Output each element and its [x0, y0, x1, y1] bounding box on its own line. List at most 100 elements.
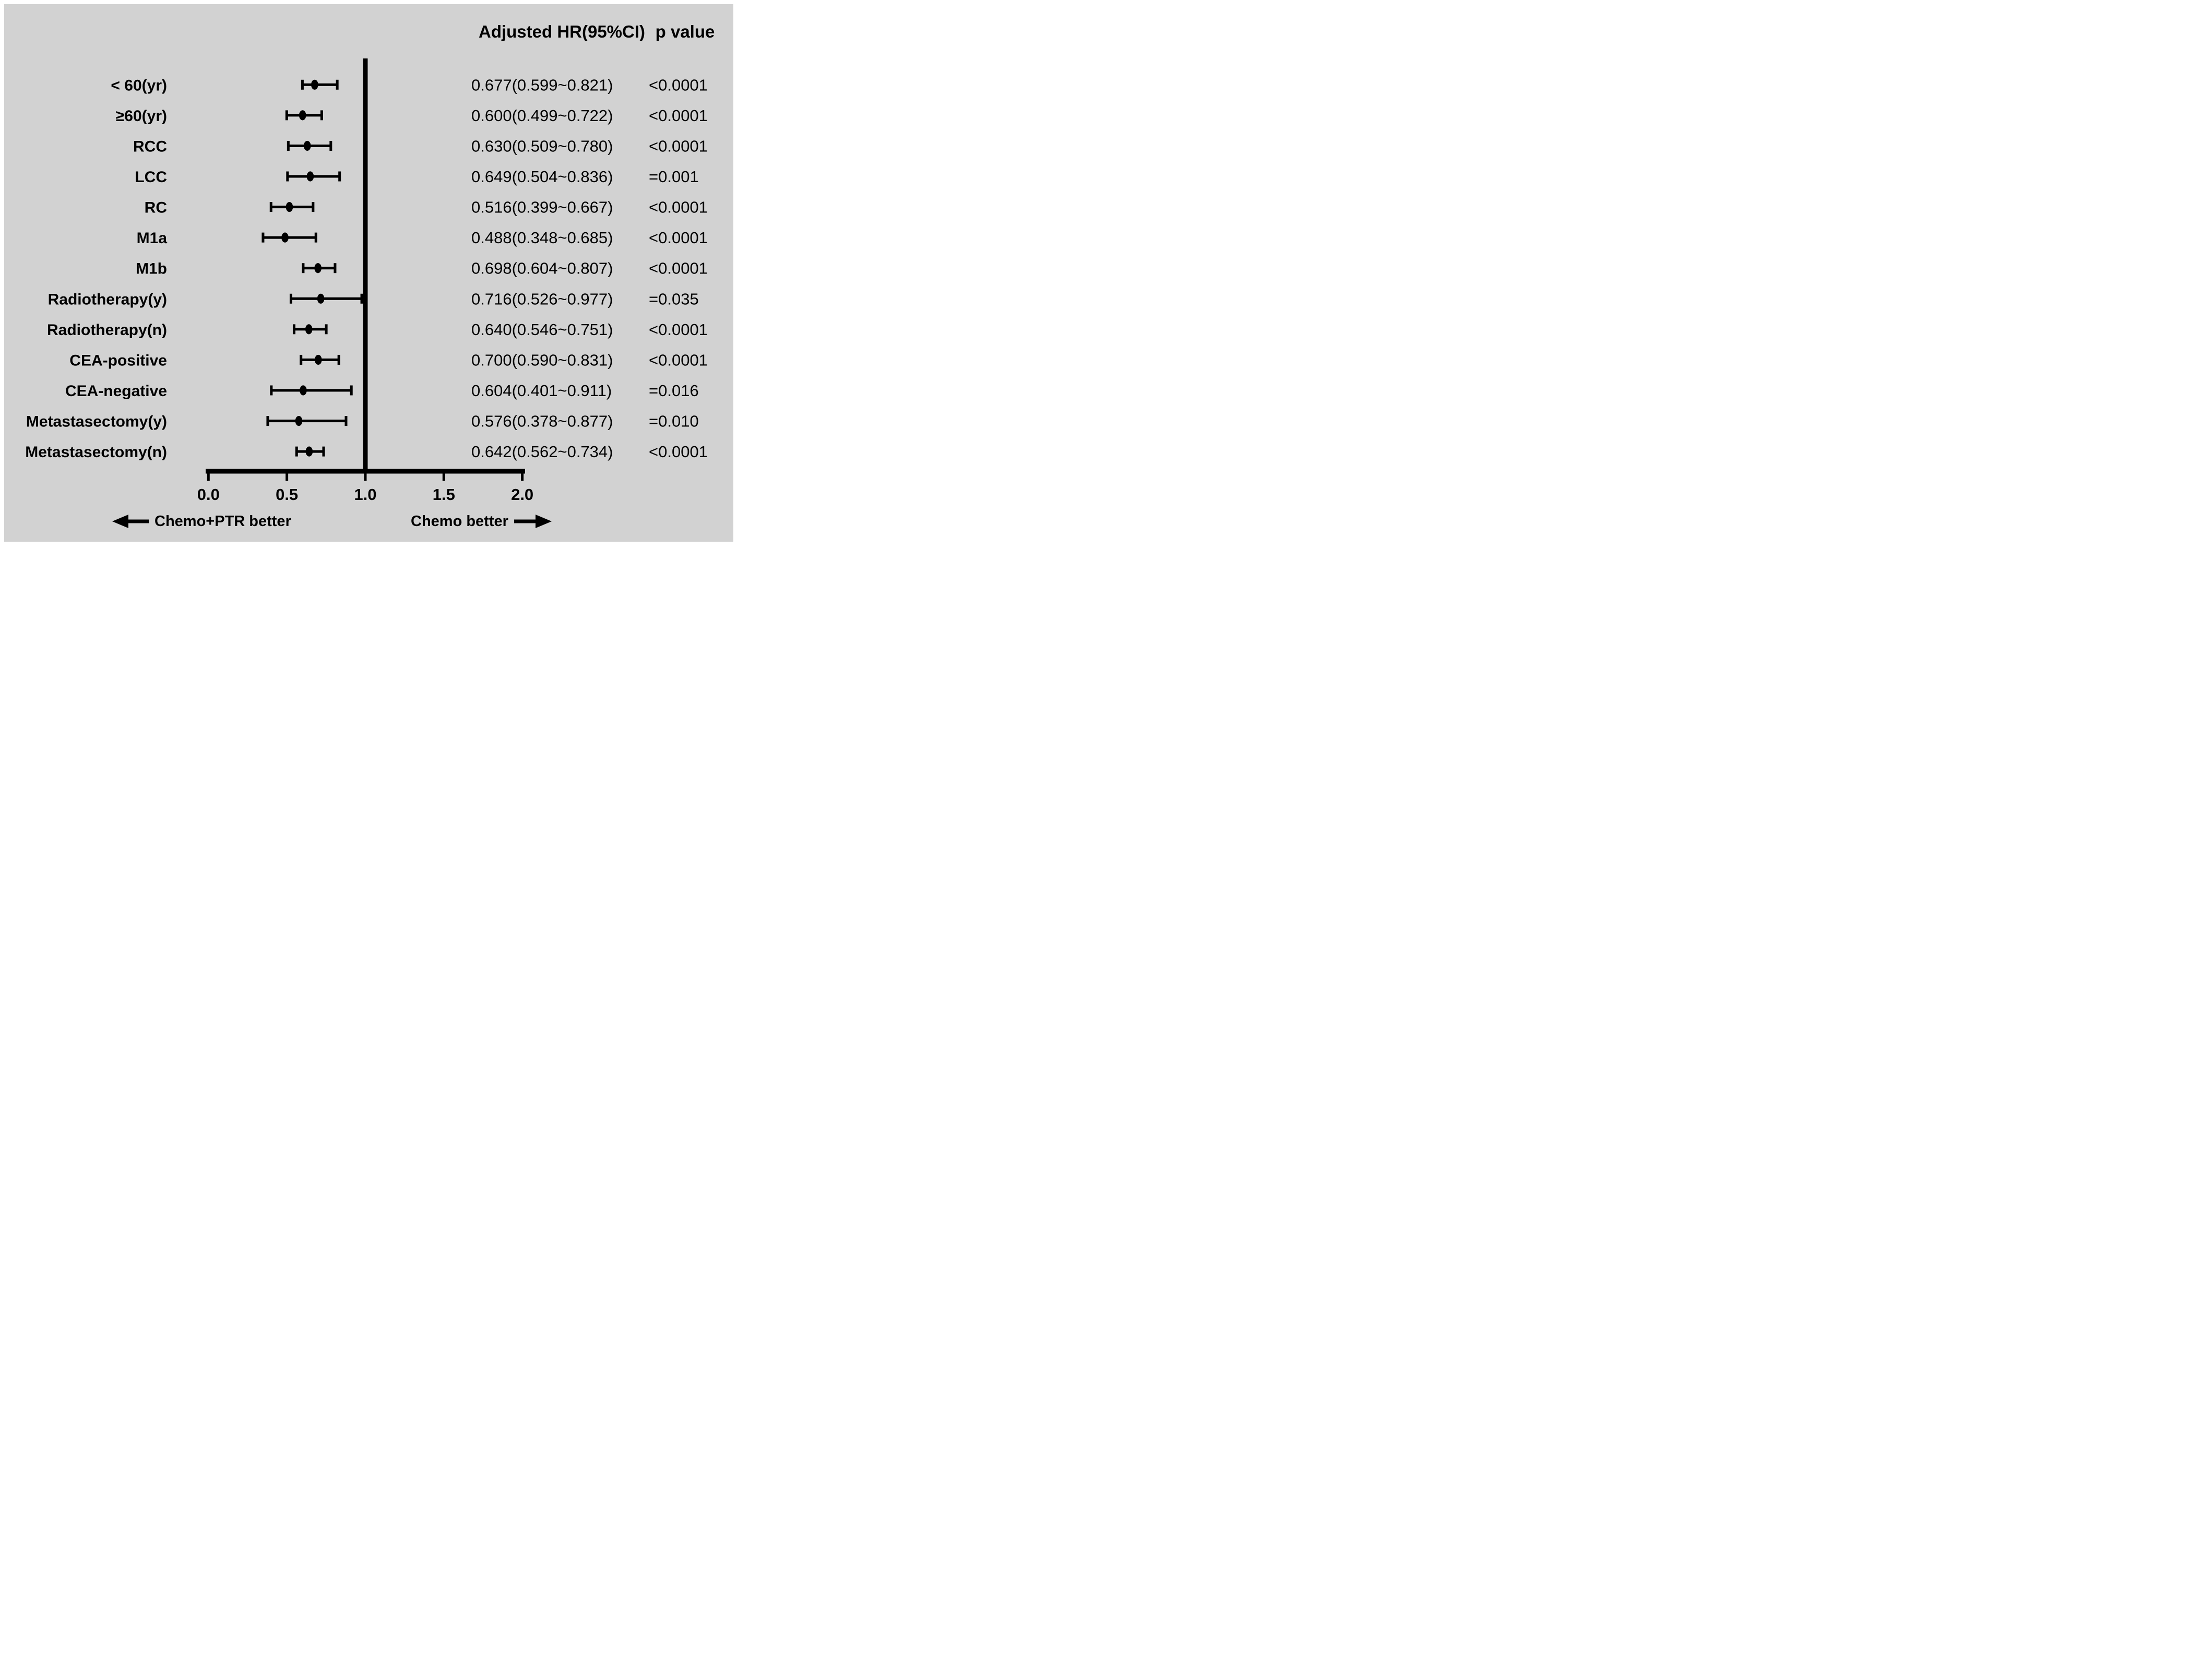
row-label: M1b	[136, 260, 167, 278]
p-value: =0.001	[649, 168, 699, 186]
hr-value: 0.516(0.399~0.667)	[471, 198, 613, 217]
p-value: <0.0001	[649, 351, 708, 369]
ci-cap-low	[289, 293, 292, 304]
ci-cap-high	[325, 324, 328, 335]
row-label: < 60(yr)	[111, 77, 167, 94]
forest-plot-figure: 0.0 0.5 1.0 1.5 2.0 < 60(yr) 0.677(0.599~0.821…	[0, 0, 738, 553]
footer-left-annotation: Chemo+PTR better	[112, 512, 291, 530]
p-value: =0.010	[649, 412, 699, 431]
point-marker	[299, 110, 306, 121]
ci-bar	[267, 420, 346, 423]
ci-cap-low	[269, 202, 272, 212]
row-label: Metastasectomy(n)	[25, 444, 167, 461]
hr-value: 0.677(0.599~0.821)	[471, 76, 613, 94]
forest-plot-canvas: 0.0 0.5 1.0 1.5 2.0 < 60(yr) 0.677(0.599~0.821…	[25, 58, 708, 504]
point-marker	[286, 201, 293, 212]
row-label: CEA-negative	[65, 383, 167, 400]
point-marker	[306, 171, 314, 182]
p-value: <0.0001	[649, 76, 708, 94]
point-marker	[295, 415, 303, 426]
p-value: <0.0001	[649, 198, 708, 217]
ci-cap-high	[329, 140, 332, 151]
ci-bar	[291, 297, 362, 300]
ci-cap-low	[295, 446, 298, 457]
x-axis-tick-label: 2.0	[511, 485, 533, 504]
x-axis-tick	[364, 469, 367, 481]
ci-cap-low	[287, 140, 290, 151]
point-marker	[303, 140, 311, 151]
x-axis-tick	[442, 469, 445, 481]
row-label: LCC	[135, 169, 167, 186]
column-header-hr: Adjusted HR(95%CI)	[478, 22, 646, 41]
ci-cap-low	[292, 324, 295, 335]
row-label: M1a	[137, 230, 168, 247]
hr-value: 0.649(0.504~0.836)	[471, 168, 613, 186]
hr-value: 0.700(0.590~0.831)	[471, 351, 613, 369]
x-axis-tick	[521, 469, 524, 481]
right-arrow-icon	[514, 515, 552, 528]
hr-value: 0.698(0.604~0.807)	[471, 259, 613, 278]
ci-cap-high	[314, 232, 317, 243]
ci-cap-high	[312, 202, 315, 212]
hr-value: 0.640(0.546~0.751)	[471, 320, 613, 339]
ci-cap-high	[350, 385, 353, 396]
p-value: =0.035	[649, 290, 699, 308]
ci-bar	[271, 389, 352, 392]
ci-cap-low	[261, 232, 265, 243]
p-value: =0.016	[649, 381, 699, 400]
point-marker	[305, 446, 313, 457]
ci-cap-high	[344, 416, 348, 426]
ci-cap-low	[270, 385, 273, 396]
ci-cap-high	[320, 110, 323, 121]
ci-cap-low	[301, 79, 304, 90]
hr-value: 0.604(0.401~0.911)	[471, 381, 612, 400]
ci-cap-high	[360, 293, 363, 304]
ci-cap-low	[300, 354, 303, 365]
row-label: CEA-positive	[69, 352, 167, 369]
p-value: <0.0001	[649, 106, 708, 125]
row-label: Radiotherapy(n)	[47, 321, 167, 339]
ci-cap-low	[285, 110, 288, 121]
left-arrow-icon	[112, 515, 149, 528]
point-marker	[314, 263, 322, 273]
ci-cap-high	[336, 79, 339, 90]
point-marker	[311, 79, 318, 90]
hr-value: 0.600(0.499~0.722)	[471, 106, 613, 125]
x-axis-tick-label: 0.0	[197, 485, 220, 504]
ci-cap-low	[286, 171, 289, 182]
hr-value: 0.630(0.509~0.780)	[471, 137, 613, 155]
row-label: RC	[145, 199, 167, 217]
row-label: Metastasectomy(y)	[26, 413, 167, 431]
footer-right-annotation: Chemo better	[411, 512, 552, 530]
point-marker	[317, 293, 325, 304]
ci-cap-high	[337, 354, 340, 365]
p-value: <0.0001	[649, 259, 708, 278]
row-label: Radiotherapy(y)	[48, 291, 167, 308]
x-axis-tick-label: 0.5	[276, 485, 298, 504]
p-value: <0.0001	[649, 229, 708, 247]
row-label: RCC	[133, 138, 167, 155]
ci-cap-high	[338, 171, 341, 182]
hr-value: 0.488(0.348~0.685)	[471, 229, 613, 247]
x-axis-tick-label: 1.0	[354, 485, 376, 504]
footer-left-label: Chemo+PTR better	[154, 512, 291, 530]
plot-panel	[4, 4, 733, 542]
footer-right-label: Chemo better	[411, 512, 508, 530]
row-label: ≥60(yr)	[116, 108, 167, 125]
p-value: <0.0001	[649, 137, 708, 155]
p-value: <0.0001	[649, 320, 708, 339]
point-marker	[305, 324, 313, 335]
column-header-p: p value	[655, 22, 715, 41]
x-axis-tick-label: 1.5	[433, 485, 455, 504]
p-value: <0.0001	[649, 443, 708, 461]
x-axis-tick	[207, 469, 210, 481]
ci-cap-high	[322, 446, 325, 457]
ci-cap-high	[334, 263, 337, 273]
hr-value: 0.716(0.526~0.977)	[471, 290, 613, 308]
reference-line	[363, 58, 368, 474]
point-marker	[300, 385, 307, 396]
x-axis-tick	[286, 469, 289, 481]
ci-cap-low	[266, 416, 269, 426]
ci-bar	[302, 83, 338, 86]
hr-value: 0.576(0.378~0.877)	[471, 412, 613, 431]
